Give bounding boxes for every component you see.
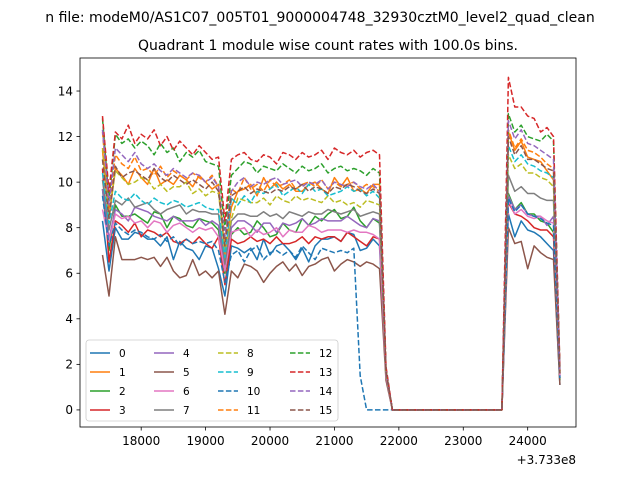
x-tick-label: 23000 [444,434,482,448]
x-tick-label: 22000 [380,434,418,448]
legend-label-7: 7 [183,405,190,417]
legend-label-10: 10 [247,386,260,398]
y-axis-ticks: 0 2 4 6 8 10 12 14 [58,84,80,417]
x-tick-label: 24000 [509,434,547,448]
y-tick-label: 14 [58,84,73,98]
y-tick-label: 6 [65,267,73,281]
x-tick-label: 20000 [251,434,289,448]
legend-box [85,339,339,422]
legend-label-15: 15 [319,405,332,417]
legend-label-5: 5 [183,367,190,379]
legend-label-1: 1 [119,367,126,379]
legend-label-13: 13 [319,367,332,379]
legend-label-9: 9 [247,367,254,379]
legend-label-14: 14 [319,386,333,398]
y-tick-label: 4 [65,312,73,326]
series-line-10 [101,195,561,411]
y-tick-label: 12 [58,130,73,144]
series-line-15 [101,135,561,411]
x-tick-label: 18000 [122,434,160,448]
y-tick-label: 8 [65,221,73,235]
legend-label-2: 2 [119,386,126,398]
series-line-12 [101,113,561,411]
x-tick-label: 19000 [187,434,225,448]
legend-label-0: 0 [119,348,126,360]
legend-label-11: 11 [247,405,260,417]
legend-label-8: 8 [247,348,254,360]
figure-suptitle: n file: modeM0/AS1C07_005T01_9000004748_… [45,10,594,26]
x-axis-offset-text: +3.733e8 [517,453,576,467]
legend-label-6: 6 [183,386,190,398]
y-tick-label: 10 [58,175,73,189]
plot-lines [101,76,561,411]
legend-label-3: 3 [119,405,126,417]
y-tick-label: 0 [65,403,73,417]
x-tick-label: 21000 [315,434,353,448]
axes-frame [79,57,577,428]
axes-title: Quadrant 1 module wise count rates with … [138,38,518,54]
legend-label-4: 4 [183,348,190,360]
x-axis-ticks: 18000 19000 20000 21000 22000 23000 24000 [122,427,547,448]
legend-label-12: 12 [319,348,332,360]
y-tick-label: 2 [65,358,73,372]
